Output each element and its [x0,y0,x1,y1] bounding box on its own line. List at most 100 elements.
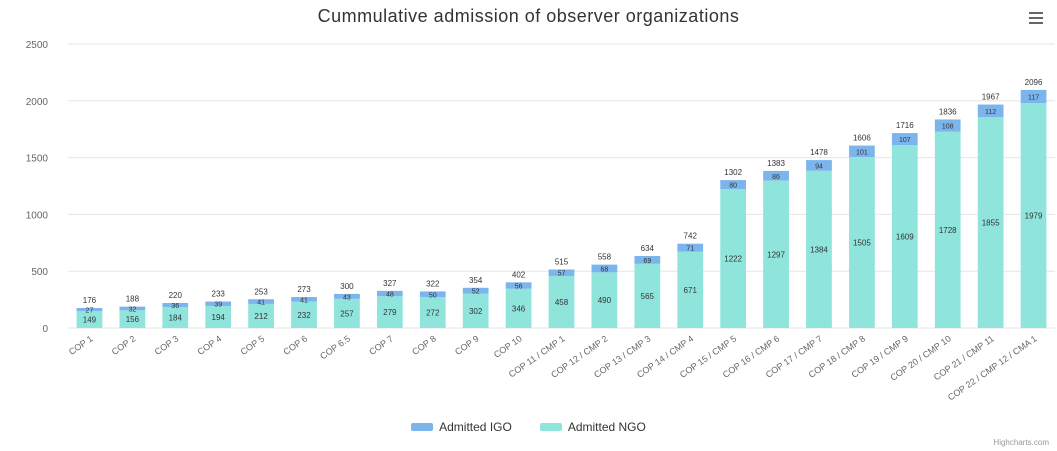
bar-ngo [291,301,317,328]
data-label-igo: 57 [558,271,566,278]
bar-igo [291,296,317,302]
data-label-total: 176 [83,296,97,305]
x-category-label: COP 8 [410,333,438,357]
bar-igo [1020,89,1047,104]
data-label-total: 354 [469,276,483,285]
bar-igo [162,303,189,308]
hamburger-menu-icon[interactable] [1029,12,1043,24]
legend-label-ngo: Admitted NGO [567,420,646,434]
bar-ngo [376,296,403,328]
data-label-total: 1606 [853,134,871,143]
bar-igo [720,180,747,190]
data-label-ngo: 184 [169,314,183,323]
data-label-igo: 27 [86,308,94,315]
data-label-igo: 101 [856,149,868,156]
bar-ngo [634,263,661,328]
data-label-total: 327 [383,279,397,288]
data-label-ngo: 1384 [810,245,828,254]
bar-ngo [1020,103,1047,328]
bar-ngo [205,305,232,328]
data-label-ngo: 149 [83,316,97,325]
y-tick-label: 2000 [26,97,49,108]
chart-legend: Admitted IGO Admitted NGO [0,420,1057,434]
y-tick-label: 0 [42,324,48,335]
data-label-total: 634 [641,244,655,253]
data-label-igo: 108 [942,124,954,131]
bar-ngo [891,145,918,328]
legend-label-igo: Admitted IGO [439,420,512,434]
data-label-igo: 50 [429,292,437,299]
chart-credit[interactable]: Highcharts.com [993,438,1049,447]
data-label-total: 1716 [896,121,914,130]
data-label-igo: 117 [1028,95,1039,102]
data-label-igo: 43 [343,294,351,301]
data-label-igo: 56 [515,284,523,291]
bar-ngo [334,298,360,328]
data-label-total: 322 [426,279,440,288]
legend-item-ngo[interactable]: Admitted NGO [539,420,646,434]
data-label-ngo: 671 [684,286,698,295]
data-label-total: 2096 [1025,78,1043,87]
data-label-total: 515 [555,257,569,266]
x-category-label: COP 9 [453,333,481,357]
bar-ngo [591,272,618,328]
y-tick-label: 500 [31,267,48,278]
data-label-igo: 48 [386,292,394,299]
data-label-total: 1478 [810,148,828,157]
x-category-label: COP 6.5 [318,333,352,361]
bar-ngo [119,310,146,328]
data-label-igo: 52 [472,289,480,296]
x-category-label: COP 1 [67,333,95,357]
bar-ngo [934,131,961,328]
data-label-igo: 32 [128,306,136,313]
x-category-label: COP 6 [281,333,309,357]
data-label-ngo: 272 [426,309,440,318]
legend-item-igo[interactable]: Admitted IGO [411,420,512,434]
data-label-total: 233 [212,290,226,299]
data-label-ngo: 232 [297,311,311,320]
bar-igo [376,290,403,297]
bar-igo [76,308,103,312]
data-label-total: 300 [340,282,354,291]
bar-ngo [720,189,747,328]
data-label-ngo: 1979 [1025,212,1043,221]
y-tick-label: 1500 [26,154,49,165]
x-category-label: COP 4 [196,333,224,357]
data-label-igo: 68 [601,266,609,273]
chart-title: Cummulative admission of observer organi… [317,6,740,26]
x-category-label: COP 2 [110,333,138,357]
data-label-ngo: 458 [555,298,569,307]
bar-igo [548,269,575,276]
bar-igo [763,170,789,181]
data-label-igo: 39 [214,302,222,309]
data-label-ngo: 156 [126,315,140,324]
data-label-ngo: 212 [254,312,268,321]
bar-igo [934,119,961,132]
data-label-ngo: 1855 [982,219,1000,228]
bar-ngo [763,180,789,328]
bar-ngo [505,288,532,328]
bar-ngo [462,293,489,328]
bar-ngo [677,251,704,328]
data-label-ngo: 1505 [853,239,871,248]
bar-ngo [849,157,875,328]
data-label-total: 742 [684,232,698,241]
bar-ngo [248,303,274,328]
bar-igo [634,255,661,264]
bar-igo [849,145,875,158]
data-label-total: 1967 [982,93,1000,102]
data-label-ngo: 257 [340,309,354,318]
data-label-ngo: 565 [641,292,655,301]
bar-igo [677,243,704,252]
y-tick-label: 2500 [26,40,49,51]
data-label-total: 1383 [767,159,785,168]
data-label-total: 253 [254,287,268,296]
data-label-ngo: 279 [383,308,397,317]
bar-igo [505,282,532,289]
data-label-igo: 69 [643,258,651,265]
data-label-total: 558 [598,253,612,262]
data-label-igo: 80 [729,183,737,190]
bar-igo [419,291,446,298]
